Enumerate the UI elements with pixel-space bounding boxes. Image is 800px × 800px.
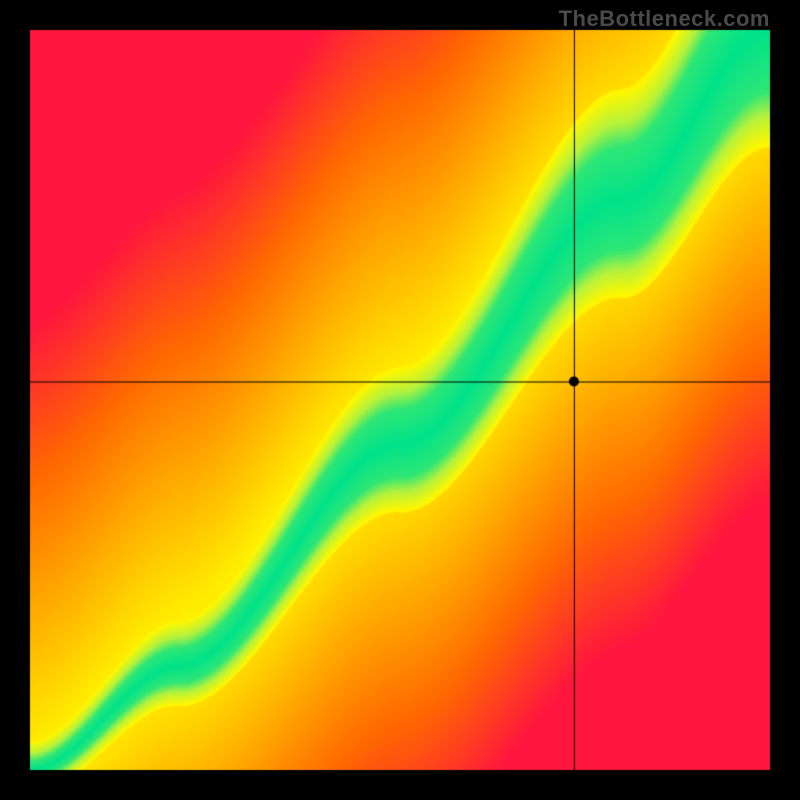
- heatmap-canvas: [0, 0, 800, 800]
- watermark-text: TheBottleneck.com: [559, 6, 770, 32]
- chart-container: TheBottleneck.com: [0, 0, 800, 800]
